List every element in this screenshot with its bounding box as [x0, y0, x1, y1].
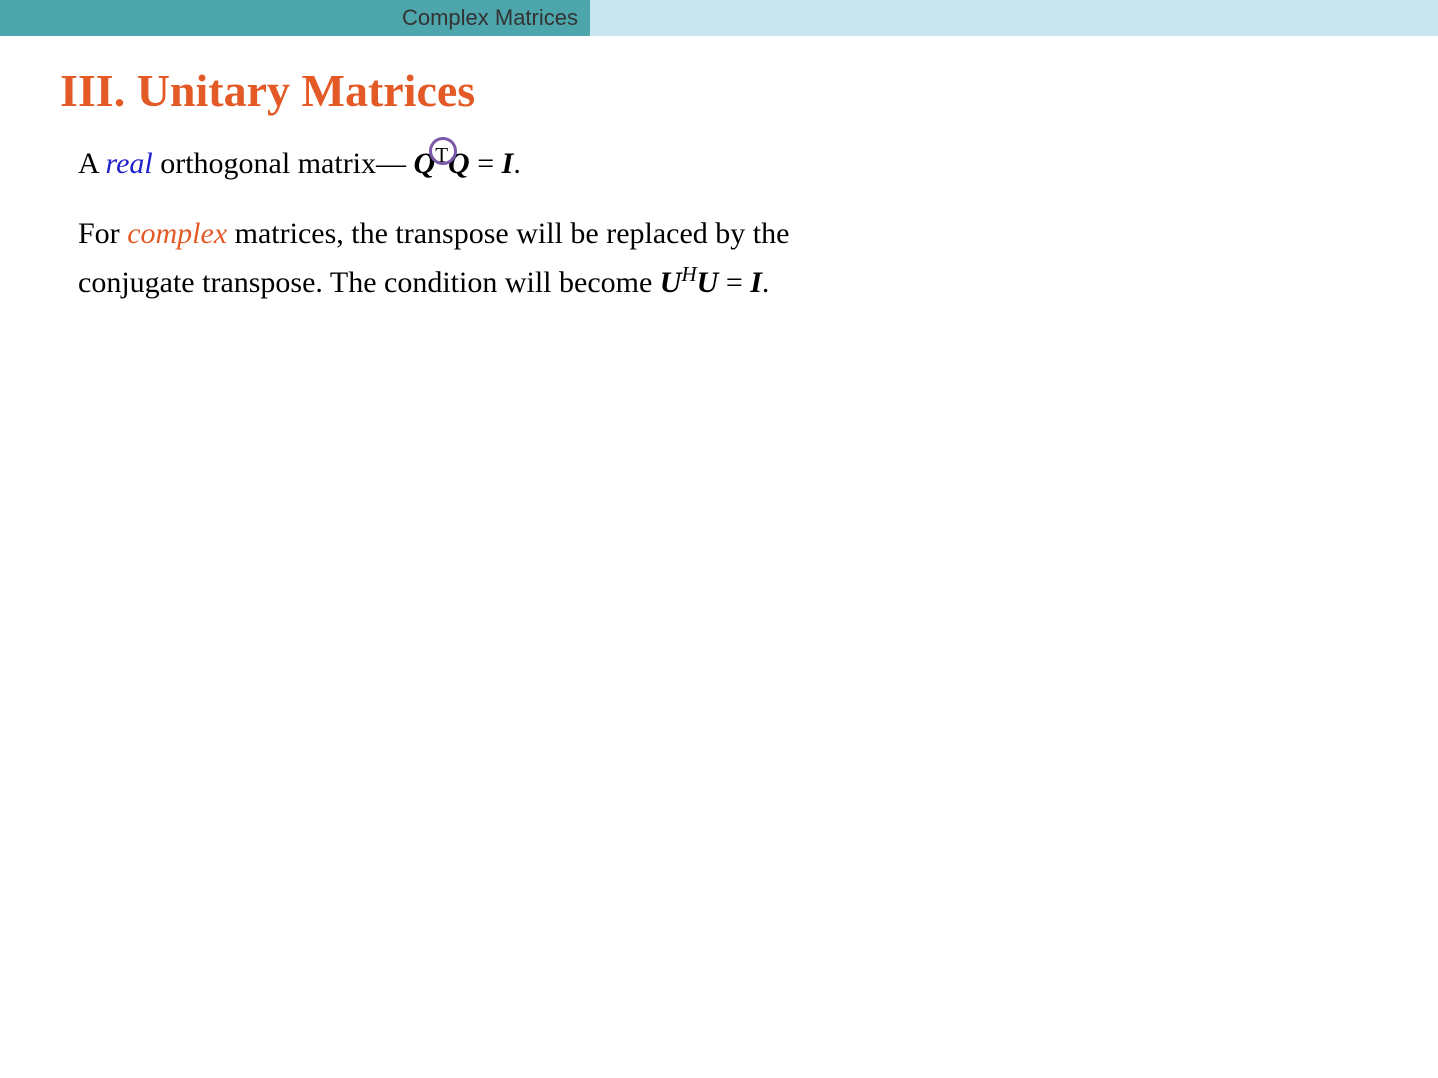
period: .: [513, 147, 521, 180]
math-Q: Q: [448, 147, 470, 180]
header-bar: Complex Matrices: [0, 0, 1438, 36]
math-superscript-H: H: [681, 262, 696, 286]
period: .: [762, 266, 770, 299]
complex-word: complex: [127, 217, 227, 250]
real-word: real: [106, 147, 153, 180]
math-superscript-T: T: [435, 143, 448, 167]
header-left: Complex Matrices: [0, 0, 590, 36]
text: For: [78, 217, 127, 250]
text: orthogonal matrix—: [153, 147, 414, 180]
text: A: [78, 147, 106, 180]
math-I: I: [750, 266, 762, 299]
text: conjugate transpose. The condition will …: [78, 266, 660, 299]
math-Q: Q: [414, 147, 436, 180]
complex-definition: For complex matrices, the transpose will…: [78, 210, 1378, 307]
math-U: U: [697, 266, 719, 299]
orthogonal-definition: A real orthogonal matrix— QTQ = I.: [78, 139, 1378, 188]
math-equals: =: [718, 266, 750, 299]
math-U: U: [660, 266, 682, 299]
text: matrices, the transpose will be replaced…: [227, 217, 789, 250]
slide-content: III. Unitary Matrices A real orthogonal …: [0, 36, 1438, 307]
section-title: III. Unitary Matrices: [60, 64, 1378, 117]
math-I: I: [502, 147, 514, 180]
math-equals: =: [470, 147, 502, 180]
header-title: Complex Matrices: [402, 5, 578, 31]
text: T: [435, 143, 448, 167]
header-right: [590, 0, 1438, 36]
